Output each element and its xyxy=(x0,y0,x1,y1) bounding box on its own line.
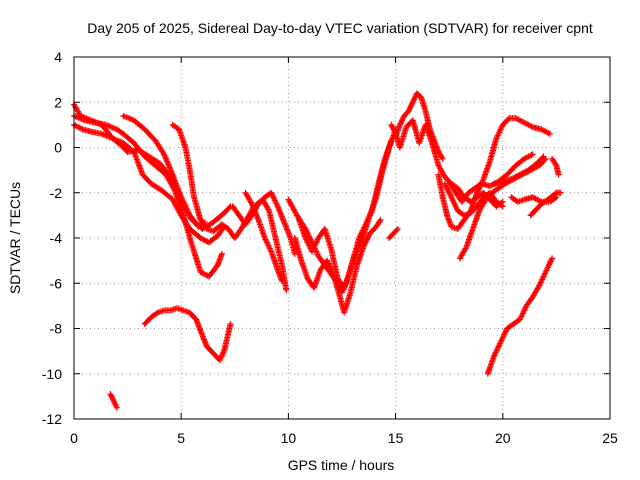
data-point xyxy=(505,116,512,123)
data-point xyxy=(291,250,298,257)
data-point xyxy=(180,198,187,205)
series-track-14 xyxy=(435,115,553,232)
series-track-22 xyxy=(484,255,556,377)
x-tick-label: 0 xyxy=(70,430,78,446)
data-point xyxy=(549,255,556,262)
series-track-6 xyxy=(229,189,298,257)
data-point xyxy=(218,250,225,257)
data-point xyxy=(555,171,562,178)
chart-title: Day 205 of 2025, Sidereal Day-to-day VTE… xyxy=(87,20,593,36)
x-axis-ticks: 0 5 10 15 20 25 xyxy=(70,57,618,446)
data-point xyxy=(557,189,564,196)
x-tick-label: 25 xyxy=(602,430,618,446)
series-track-4 xyxy=(120,112,208,230)
data-point xyxy=(113,404,120,411)
data-point xyxy=(499,203,506,210)
data-point xyxy=(438,154,445,161)
data-point xyxy=(552,161,559,168)
series-track-5 xyxy=(169,121,290,294)
x-tick-label: 15 xyxy=(388,430,404,446)
y-tick-label: -8 xyxy=(50,321,63,337)
series-track-12 xyxy=(392,90,446,162)
series-track-2 xyxy=(71,112,225,280)
data-points xyxy=(71,90,564,411)
grid xyxy=(74,57,610,419)
data-point xyxy=(179,197,186,204)
y-tick-label: 4 xyxy=(54,49,62,65)
data-point xyxy=(178,194,185,201)
data-point xyxy=(498,202,505,209)
y-tick-label: -4 xyxy=(50,230,63,246)
data-point xyxy=(377,216,384,223)
x-axis-label: GPS time / hours xyxy=(288,457,395,473)
data-point xyxy=(546,130,553,137)
data-point xyxy=(181,201,188,208)
data-point xyxy=(439,155,446,162)
data-point xyxy=(178,195,185,202)
series-track-7 xyxy=(242,189,285,284)
data-point xyxy=(180,199,187,206)
y-tick-label: 0 xyxy=(54,140,62,156)
series-track-16 xyxy=(441,180,506,219)
series-track-13 xyxy=(388,117,506,210)
data-point xyxy=(539,154,546,161)
data-point xyxy=(183,205,190,212)
data-point xyxy=(278,277,285,284)
series-track-21 xyxy=(549,155,562,178)
series-track-23 xyxy=(141,305,234,364)
data-point xyxy=(182,202,189,209)
series-track-11 xyxy=(386,225,401,241)
y-axis-label: SDTVAR / TECUs xyxy=(7,182,23,294)
y-tick-label: -10 xyxy=(42,366,62,382)
data-point xyxy=(182,204,189,211)
series-track-17 xyxy=(456,155,549,262)
x-tick-label: 20 xyxy=(495,430,511,446)
data-point xyxy=(185,209,192,216)
y-tick-label: -12 xyxy=(42,411,62,427)
y-tick-label: 2 xyxy=(54,94,62,110)
data-point xyxy=(376,218,383,225)
series-track-18 xyxy=(491,153,547,187)
y-tick-label: -2 xyxy=(50,185,63,201)
y-axis-ticks: 4 2 0 -2 -4 -6 -8 -10 -12 xyxy=(42,49,610,427)
data-point xyxy=(184,208,191,215)
data-point xyxy=(184,206,191,213)
series-track-20 xyxy=(527,189,564,219)
series-track-8 xyxy=(285,137,395,296)
data-point xyxy=(552,190,559,197)
y-tick-label: -6 xyxy=(50,275,63,291)
series-track-9 xyxy=(291,216,384,316)
x-tick-label: 5 xyxy=(177,430,185,446)
data-point xyxy=(393,227,400,234)
data-point xyxy=(283,287,290,294)
data-point xyxy=(529,151,536,158)
data-point xyxy=(394,225,401,232)
data-point xyxy=(227,320,234,327)
x-tick-label: 10 xyxy=(281,430,297,446)
data-point xyxy=(540,153,547,160)
series-track-10 xyxy=(296,126,399,291)
series-track-24 xyxy=(107,391,120,411)
